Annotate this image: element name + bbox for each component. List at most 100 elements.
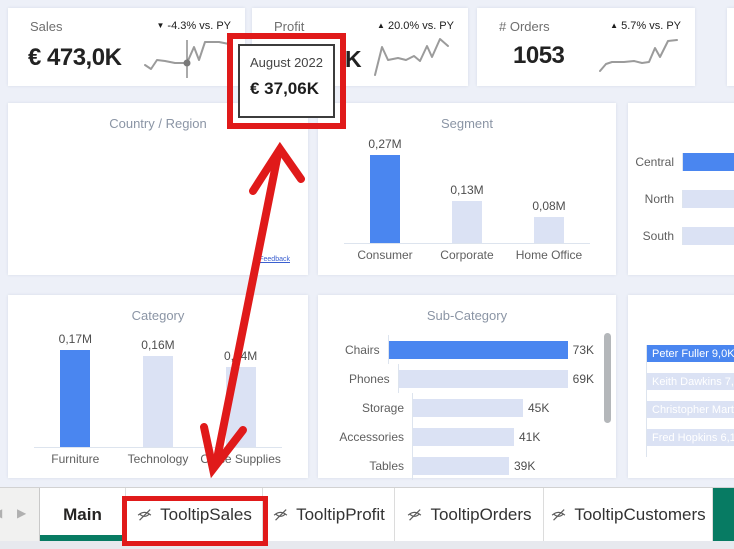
- axis-category-label: Consumer: [357, 248, 413, 262]
- axis-category-label: Phones: [348, 371, 390, 386]
- bar-track: [682, 153, 734, 171]
- tab-tooltipcustomers[interactable]: TooltipCustomers: [544, 488, 713, 541]
- feedback-link[interactable]: Feedback: [259, 256, 290, 263]
- regions-plot: Central North South: [628, 153, 734, 264]
- subcategory-scrollbar[interactable]: [604, 333, 611, 423]
- bar-track: 45K: [412, 393, 594, 422]
- bar[interactable]: [369, 155, 400, 243]
- tab-label: Main: [63, 504, 102, 524]
- up-triangle-icon: ▲: [610, 21, 619, 30]
- axis-category-label: Accessories: [339, 429, 404, 444]
- bar[interactable]: [683, 227, 734, 245]
- bar-value-label: 69K: [572, 371, 594, 386]
- tab-tooltipprofit[interactable]: TooltipProfit: [263, 488, 395, 541]
- column-office-supplies: 0,14M: [200, 349, 282, 447]
- bar[interactable]: [533, 217, 564, 243]
- bar-row: Peter Fuller 9,0K: [647, 345, 734, 362]
- bar[interactable]: [683, 153, 734, 171]
- bar-row: Keith Dawkins 7,0K: [647, 373, 734, 390]
- kpi-card-partial: [727, 8, 734, 86]
- customer-bar[interactable]: Fred Hopkins 6,1K: [647, 429, 734, 446]
- bar[interactable]: [683, 190, 734, 208]
- kpi-card-sales: Sales € 473,0K ▼ -4.3% vs. PY: [8, 8, 245, 86]
- bar-row: Tables 39K: [338, 451, 594, 480]
- segment-axis-labels: Consumer Corporate Home Office: [344, 248, 590, 262]
- subcategory-chart-title: Sub-Category: [426, 308, 508, 323]
- hidden-page-eye-slash-icon: [137, 509, 152, 521]
- orders-sparkline: [599, 39, 678, 72]
- bar[interactable]: [398, 369, 568, 388]
- bar[interactable]: [413, 427, 514, 446]
- column-corporate: 0,13M: [426, 183, 507, 243]
- tab-label: TooltipSales: [160, 504, 252, 524]
- kpi-card-orders: # Orders 1053 ▲ 5.7% vs. PY: [477, 8, 695, 86]
- tab-main[interactable]: Main: [40, 488, 126, 541]
- category-chart-card: Category 0,17M 0,16M 0,14M Furniture Techno…: [8, 295, 308, 478]
- bar[interactable]: [451, 201, 482, 243]
- segment-chart-card: Segment 0,27M 0,13M 0,08M Consumer Corporat…: [318, 103, 616, 275]
- tab-label: TooltipCustomers: [574, 504, 706, 524]
- bar-track: 39K: [412, 451, 594, 480]
- bar-track: [682, 227, 734, 245]
- bar-value-label: 39K: [514, 458, 536, 473]
- bar[interactable]: [225, 367, 256, 447]
- bar-row: South: [628, 227, 734, 245]
- kpi-orders-trend: ▲ 5.7% vs. PY: [610, 20, 681, 32]
- bar[interactable]: [413, 456, 509, 475]
- map-card-title: Country / Region: [109, 116, 207, 131]
- axis-category-label: Home Office: [515, 248, 583, 262]
- bar[interactable]: [388, 340, 568, 359]
- sparkline-marker-dot: [183, 59, 191, 67]
- customer-bar[interactable]: Peter Fuller 9,0K: [647, 345, 734, 362]
- bar-track: [682, 190, 734, 208]
- down-triangle-icon: ▼: [156, 21, 165, 30]
- axis-category-label: Storage: [361, 400, 404, 415]
- axis-category-label: Tables: [369, 458, 404, 473]
- axis-category-label: Office Supplies: [200, 452, 281, 466]
- page-nav-buttons: ◀ ▶: [0, 488, 40, 541]
- bar-row: Christopher Martinez 6: [647, 401, 734, 418]
- kpi-orders-label: # Orders: [499, 19, 550, 34]
- tab-bar-end-block: [713, 488, 734, 541]
- hidden-page-eye-slash-icon: [273, 509, 288, 521]
- column-furniture: 0,17M: [34, 332, 116, 447]
- subcategory-chart-card: Sub-Category Chairs 73K Phones 69K Storage 45…: [318, 295, 616, 480]
- bar-value-label: 0,16M: [141, 338, 175, 352]
- next-page-arrow-icon[interactable]: ▶: [17, 506, 27, 520]
- bar-track: 73K: [387, 335, 594, 364]
- bar-track: 69K: [397, 364, 594, 393]
- bar-track: 41K: [412, 422, 594, 451]
- kpi-profit-value-partial: K: [345, 46, 362, 72]
- kpi-profit-trend: ▲ 20.0% vs. PY: [376, 20, 454, 32]
- customer-bar[interactable]: Christopher Martinez 6: [647, 401, 734, 418]
- axis-category-label: Central: [635, 155, 674, 169]
- kpi-sales-value: € 473,0K: [28, 44, 122, 71]
- regions-chart-card: Central North South: [628, 103, 734, 275]
- tab-tooltipsales[interactable]: TooltipSales: [122, 488, 268, 546]
- bar-row: North: [628, 190, 734, 208]
- bar[interactable]: [413, 398, 523, 417]
- axis-category-label: South: [642, 229, 674, 243]
- axis-category-label: North: [644, 192, 674, 206]
- bar-value-label: 0,14M: [223, 349, 258, 363]
- customers-chart-card: Peter Fuller 9,0K Keith Dawkins 7,0K Chris…: [628, 295, 734, 478]
- bar[interactable]: [142, 356, 173, 447]
- subcategory-plot: Chairs 73K Phones 69K Storage 45K Accessories 4…: [338, 335, 594, 480]
- column-consumer: 0,27M: [344, 137, 425, 243]
- tooltip-period: August 2022: [249, 55, 323, 70]
- tab-label: TooltipProfit: [296, 504, 385, 524]
- axis-category-label: Chairs: [344, 342, 380, 357]
- category-chart-title: Category: [131, 308, 185, 323]
- kpi-orders-value: 1053: [513, 42, 565, 69]
- bar-row: Accessories 41K: [338, 422, 594, 451]
- previous-page-arrow-icon[interactable]: ◀: [0, 506, 2, 520]
- tab-tooltiporders[interactable]: TooltipOrders: [395, 488, 544, 541]
- bar-value-label: 73K: [572, 342, 594, 357]
- active-tab-underline: [40, 535, 125, 541]
- customer-bar[interactable]: Keith Dawkins 7,0K: [647, 373, 734, 390]
- bar[interactable]: [60, 350, 91, 447]
- kpi-sales-trend: ▼ -4.3% vs. PY: [156, 20, 231, 32]
- bar-value-label: 0,08M: [532, 199, 566, 213]
- axis-category-label: Furniture: [51, 452, 100, 466]
